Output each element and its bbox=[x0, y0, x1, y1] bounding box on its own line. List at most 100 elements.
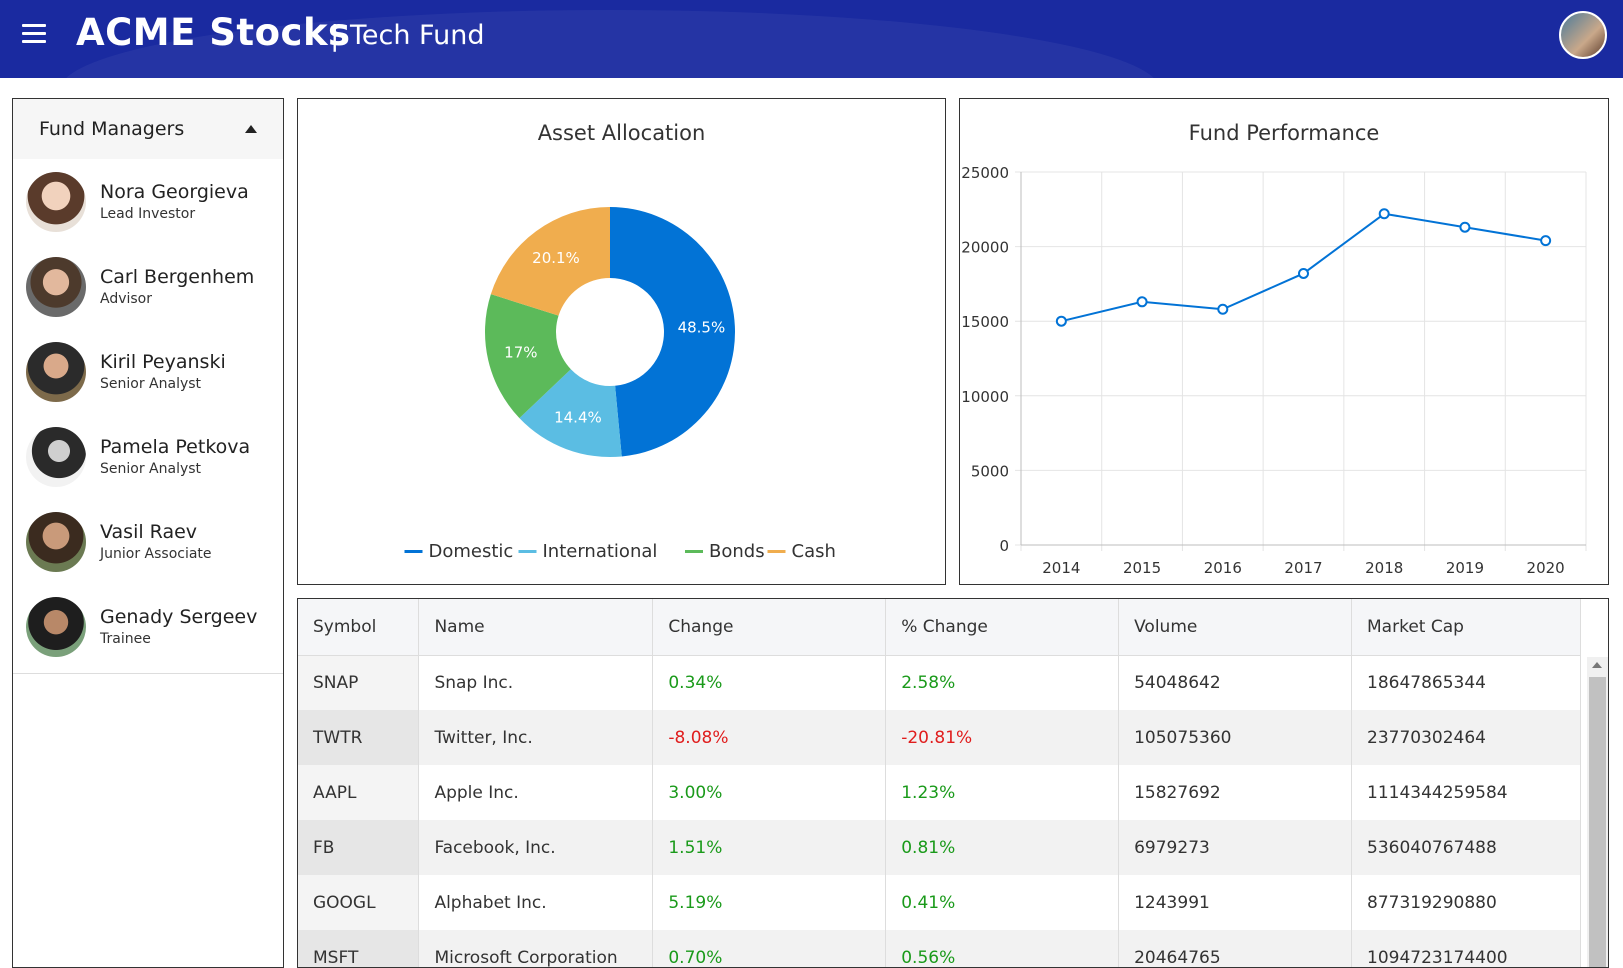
legend-item-domestic[interactable]: Domestic bbox=[404, 541, 514, 562]
cell-change: 5.19% bbox=[652, 875, 887, 930]
legend-item-international[interactable]: International bbox=[518, 541, 658, 562]
cell-cap: 1094723174400 bbox=[1351, 930, 1581, 967]
legend-item-bonds[interactable]: Bonds bbox=[685, 541, 765, 562]
x-tick-label: 2019 bbox=[1446, 559, 1484, 577]
legend-swatch bbox=[767, 550, 786, 553]
fund-managers-header[interactable]: Fund Managers bbox=[13, 99, 283, 159]
x-tick-label: 2015 bbox=[1123, 559, 1161, 577]
manager-list: Nora Georgieva Lead Investor Carl Bergenhe… bbox=[13, 159, 283, 669]
cell-volume: 20464765 bbox=[1118, 930, 1353, 967]
chart-grid bbox=[1015, 171, 1587, 551]
table-row[interactable]: AAPL Apple Inc. 3.00% 1.23% 15827692 11143442… bbox=[298, 765, 1581, 820]
column-header[interactable]: Volume bbox=[1118, 599, 1353, 656]
performance-data-point[interactable] bbox=[1540, 235, 1552, 247]
legend-item-cash[interactable]: Cash bbox=[767, 541, 836, 562]
cell-name: Facebook, Inc. bbox=[418, 820, 654, 875]
cell-volume: 6979273 bbox=[1118, 820, 1353, 875]
manager-avatar bbox=[26, 171, 86, 232]
manager-avatar bbox=[26, 341, 86, 402]
scrollbar-thumb[interactable] bbox=[1589, 677, 1606, 967]
pie-slice-international[interactable] bbox=[519, 369, 622, 457]
legend-swatch bbox=[404, 550, 423, 553]
app-title: ACME Stocks bbox=[76, 11, 351, 54]
cell-name: Alphabet Inc. bbox=[418, 875, 654, 930]
manager-avatar bbox=[26, 511, 86, 572]
table-scrollbar[interactable] bbox=[1587, 657, 1608, 967]
manager-item[interactable]: Nora Georgieva Lead Investor bbox=[13, 159, 283, 244]
collapse-triangle-icon[interactable] bbox=[245, 125, 257, 133]
manager-item[interactable]: Kiril Peyanski Senior Analyst bbox=[13, 329, 283, 414]
user-avatar[interactable] bbox=[1559, 11, 1607, 59]
manager-role: Senior Analyst bbox=[100, 460, 202, 477]
manager-avatar bbox=[26, 256, 86, 317]
column-header[interactable]: Market Cap bbox=[1351, 599, 1581, 656]
manager-text: Carl Bergenhem Advisor bbox=[100, 265, 254, 309]
cell-change: 1.51% bbox=[652, 820, 887, 875]
manager-text: Pamela Petkova Senior Analyst bbox=[100, 435, 250, 479]
cell-pct: 0.56% bbox=[885, 930, 1120, 967]
cell-symbol: GOOGL bbox=[298, 875, 420, 930]
asset-allocation-chart: 48.5% 14.4% 17% 20.1% Domestic International B… bbox=[404, 207, 836, 562]
cell-name: Twitter, Inc. bbox=[418, 710, 654, 765]
cell-volume: 1243991 bbox=[1118, 875, 1353, 930]
cell-change: -8.08% bbox=[652, 710, 887, 765]
y-tick-label: 0 bbox=[999, 537, 1009, 555]
fund-managers-panel: Fund Managers Nora Georgieva Lead Investo… bbox=[12, 98, 284, 968]
cell-pct: 1.23% bbox=[885, 765, 1120, 820]
cell-pct: 0.81% bbox=[885, 820, 1120, 875]
pie-slice-domestic[interactable] bbox=[610, 207, 736, 457]
manager-item[interactable]: Pamela Petkova Senior Analyst bbox=[13, 414, 283, 499]
manager-name: Kiril Peyanski bbox=[100, 350, 226, 373]
cell-pct: 0.41% bbox=[885, 875, 1120, 930]
legend-label: Bonds bbox=[709, 541, 765, 562]
cell-symbol: AAPL bbox=[298, 765, 420, 820]
table-row[interactable]: GOOGL Alphabet Inc. 5.19% 0.41% 1243991 87731… bbox=[298, 875, 1581, 930]
table-row[interactable]: SNAP Snap Inc. 0.34% 2.58% 54048642 186478653… bbox=[298, 655, 1581, 710]
cell-name: Microsoft Corporation bbox=[418, 930, 654, 967]
manager-name: Nora Georgieva bbox=[100, 180, 249, 203]
cell-pct: -20.81% bbox=[885, 710, 1120, 765]
table-header-row: Symbol Name Change% Change Volume Market Cap bbox=[298, 599, 1581, 656]
pie-data-label: 17% bbox=[504, 344, 537, 362]
cell-volume: 54048642 bbox=[1118, 655, 1353, 710]
cell-volume: 15827692 bbox=[1118, 765, 1353, 820]
performance-data-point[interactable] bbox=[1298, 267, 1309, 279]
table-row[interactable]: MSFT Microsoft Corporation 0.70% 0.56% 20464… bbox=[298, 930, 1581, 967]
performance-data-point[interactable] bbox=[1459, 221, 1471, 233]
table-row[interactable]: FB Facebook, Inc. 1.51% 0.81% 6979273 5360407… bbox=[298, 820, 1581, 875]
performance-data-point[interactable] bbox=[1378, 208, 1390, 220]
pie-slice-cash[interactable] bbox=[490, 207, 610, 316]
pie-data-label: 20.1% bbox=[532, 249, 580, 267]
legend-label: International bbox=[543, 541, 658, 562]
y-tick-label: 5000 bbox=[971, 462, 1009, 480]
column-header[interactable]: Change bbox=[652, 599, 887, 656]
cell-symbol: MSFT bbox=[298, 930, 420, 967]
x-tick-label: 2017 bbox=[1284, 559, 1322, 577]
manager-name: Genady Sergeev bbox=[100, 605, 258, 628]
legend-swatch bbox=[685, 550, 703, 553]
hamburger-menu-icon[interactable] bbox=[22, 24, 46, 46]
manager-role: Advisor bbox=[100, 290, 153, 307]
y-tick-label: 25000 bbox=[961, 164, 1009, 182]
pie-slice-bonds[interactable] bbox=[485, 294, 571, 419]
performance-data-point[interactable] bbox=[1217, 303, 1229, 315]
table-row[interactable]: TWTR Twitter, Inc. -8.08% -20.81% 105075360 2… bbox=[298, 710, 1581, 765]
stocks-table: Symbol Name Change% Change Volume Market Cap… bbox=[298, 599, 1581, 967]
manager-item[interactable]: Carl Bergenhem Advisor bbox=[13, 244, 283, 329]
performance-data-point[interactable] bbox=[1136, 296, 1148, 308]
column-header[interactable]: % Change bbox=[885, 599, 1120, 656]
manager-item[interactable]: Vasil Raev Junior Associate bbox=[13, 499, 283, 584]
cell-name: Snap Inc. bbox=[418, 655, 654, 710]
column-header[interactable]: Name bbox=[418, 599, 654, 656]
performance-data-point[interactable] bbox=[1055, 315, 1067, 327]
asset-allocation-panel: Asset Allocation 48.5% 14.4% 17% 20.1% Domes… bbox=[297, 98, 946, 585]
manager-text: Vasil Raev Junior Associate bbox=[100, 520, 212, 564]
column-header[interactable]: Symbol bbox=[298, 599, 420, 656]
cell-cap: 536040767488 bbox=[1351, 820, 1581, 875]
fund-title: Tech Fund bbox=[350, 20, 485, 51]
cell-volume: 105075360 bbox=[1118, 710, 1353, 765]
performance-series-line bbox=[1061, 212, 1546, 323]
scroll-up-arrow-icon[interactable] bbox=[1592, 662, 1602, 668]
manager-item[interactable]: Genady Sergeev Trainee bbox=[13, 584, 283, 669]
y-tick-label: 20000 bbox=[961, 239, 1009, 257]
